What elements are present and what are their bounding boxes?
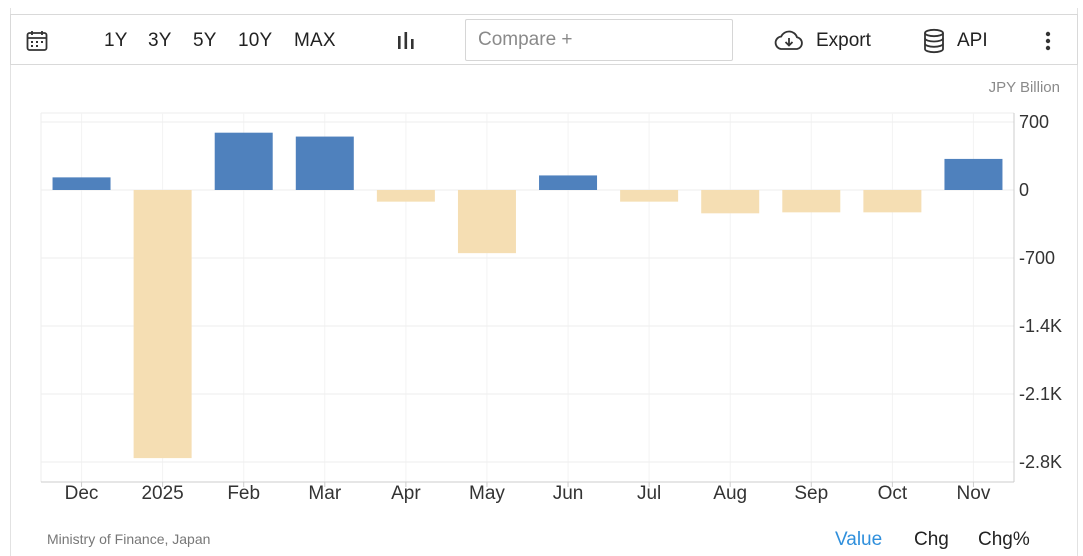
range-max-button[interactable]: MAX <box>294 29 336 51</box>
chart-bars <box>52 132 1003 459</box>
range-10y-button[interactable]: 10Y <box>238 29 273 51</box>
x-tick-label: Dec <box>65 483 99 504</box>
x-tick-label: 2025 <box>141 483 183 504</box>
y-tick-label: -700 <box>1019 248 1055 268</box>
bar-2025[interactable] <box>133 190 192 459</box>
database-icon <box>923 28 945 54</box>
bar-jun[interactable] <box>539 175 598 190</box>
bar-chart-icon[interactable] <box>395 15 417 66</box>
x-tick-label: Feb <box>227 483 260 504</box>
chart-axes: 700 0 -700 -1.4K -2.1K -2.8K Dec 2025 Feb Mar Apr M… <box>41 112 1062 504</box>
range-5y-button[interactable]: 5Y <box>193 29 217 51</box>
bar-mar[interactable] <box>295 136 354 190</box>
chart-toolbar: 1Y 3Y 5Y 10Y MAX Export <box>10 14 1078 65</box>
bar-jul[interactable] <box>620 190 679 202</box>
y-tick-label: -2.1K <box>1019 384 1062 404</box>
bar-nov[interactable] <box>944 158 1003 190</box>
mode-chg-pct-button[interactable]: Chg% <box>978 529 1030 550</box>
range-1y-button[interactable]: 1Y <box>104 29 128 51</box>
bar-aug[interactable] <box>701 190 760 214</box>
x-tick-label: Aug <box>713 483 747 504</box>
bar-oct[interactable] <box>863 190 922 213</box>
bar-sep[interactable] <box>782 190 841 213</box>
mode-chg-button[interactable]: Chg <box>914 529 949 550</box>
y-tick-label: -1.4K <box>1019 316 1062 336</box>
api-button[interactable]: API <box>923 15 988 66</box>
compare-input[interactable] <box>478 29 732 51</box>
x-tick-label: May <box>469 483 505 504</box>
y-tick-label: 700 <box>1019 112 1049 132</box>
x-tick-label: Apr <box>391 483 421 504</box>
export-button[interactable]: Export <box>773 15 871 66</box>
bar-dec[interactable] <box>52 177 111 190</box>
chart-frame <box>10 8 1078 556</box>
api-label: API <box>957 29 988 51</box>
x-tick-label: Jul <box>637 483 661 504</box>
bar-may[interactable] <box>457 190 516 254</box>
x-tick-label: Jun <box>553 483 584 504</box>
export-label: Export <box>816 29 871 51</box>
bar-chart: 700 0 -700 -1.4K -2.1K -2.8K Dec 2025 Feb Mar Apr M… <box>40 112 1062 504</box>
x-tick-label: Mar <box>308 483 341 504</box>
x-tick-label: Nov <box>957 483 991 504</box>
source-label: Ministry of Finance, Japan <box>47 531 211 547</box>
cloud-download-icon <box>773 30 805 52</box>
mode-value-button[interactable]: Value <box>835 529 883 550</box>
bar-apr[interactable] <box>376 190 435 202</box>
x-tick-label: Sep <box>794 483 828 504</box>
y-tick-label: -2.8K <box>1019 452 1062 472</box>
range-3y-button[interactable]: 3Y <box>148 29 172 51</box>
unit-label: JPY Billion <box>988 79 1060 96</box>
x-tick-label: Oct <box>878 483 908 504</box>
calendar-icon[interactable] <box>25 15 49 66</box>
y-tick-label: 0 <box>1019 180 1029 200</box>
vertical-ellipsis-icon[interactable] <box>1044 15 1052 66</box>
compare-field[interactable] <box>465 19 733 61</box>
bar-feb[interactable] <box>214 132 273 190</box>
